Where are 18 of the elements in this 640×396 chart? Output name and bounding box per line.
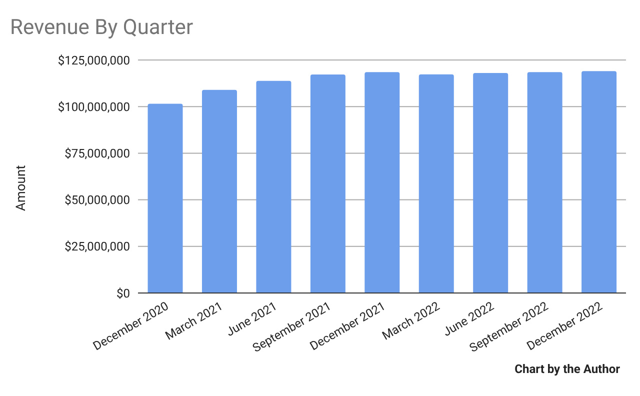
y-tick-label: $25,000,000: [64, 240, 130, 254]
bar: [256, 80, 292, 293]
bar: [582, 71, 617, 293]
bar: [364, 72, 400, 293]
y-tick-label: $75,000,000: [64, 146, 130, 160]
bar: [418, 74, 454, 293]
bar: [473, 73, 508, 293]
y-axis-title: Amount: [14, 165, 29, 211]
y-tick-label: $0: [116, 286, 130, 300]
bar: [527, 72, 562, 293]
text: Chart by the Author: [514, 362, 620, 376]
bar: [148, 104, 183, 293]
bar: [310, 74, 346, 293]
y-tick-label: $125,000,000: [58, 53, 130, 68]
chart-title: Revenue By Quarter: [10, 16, 194, 40]
y-tick-label: $50,000,000: [64, 193, 130, 208]
bar: [202, 90, 237, 293]
y-tick-label: $100,000,000: [58, 100, 130, 114]
